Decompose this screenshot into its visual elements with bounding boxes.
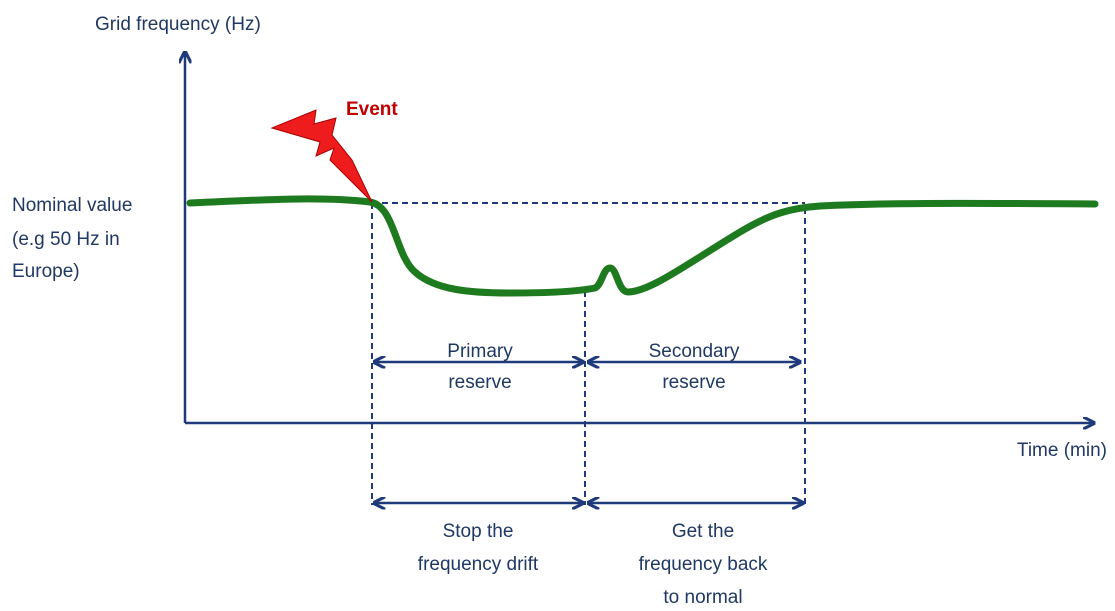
nominal-label: Europe) [12,261,80,282]
goal-label: Stop the [443,521,514,542]
reserve-label: Secondary [649,341,740,362]
goal-label: frequency drift [418,554,539,575]
event-label: Event [346,99,398,120]
x-axis-label: Time (min) [1017,440,1107,461]
goal-label: to normal [663,587,742,608]
reserve-label: reserve [448,372,511,393]
goal-label: Get the [672,521,734,542]
y-axis-label: Grid frequency (Hz) [95,14,261,35]
nominal-label: Nominal value [12,195,132,216]
reserve-label: Primary [447,341,513,362]
event-bolt [270,109,373,203]
frequency-curve [186,195,1099,297]
reserve-label: reserve [662,372,725,393]
goal-label: frequency back [639,554,768,575]
nominal-label: (e.g 50 Hz in [12,229,120,250]
